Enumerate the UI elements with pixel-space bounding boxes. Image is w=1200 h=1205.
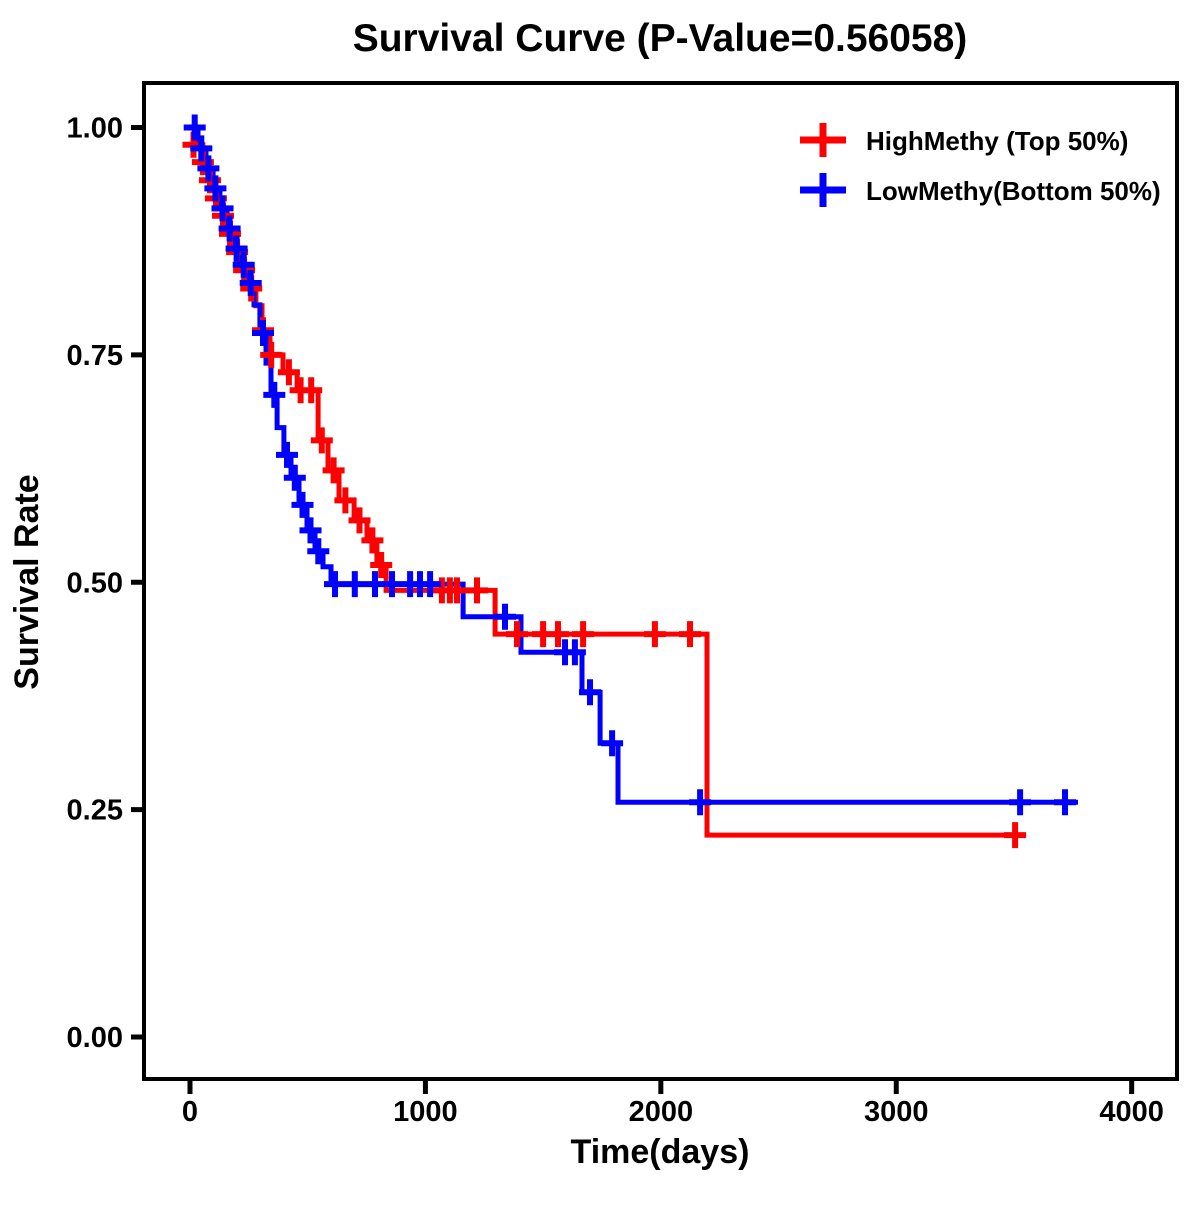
x-tick-label: 3000 [864, 1096, 929, 1128]
plot-frame [142, 81, 1179, 1081]
x-tick-label: 2000 [629, 1096, 694, 1128]
x-tick-label: 1000 [393, 1096, 458, 1128]
y-tick-label: 1.00 [67, 113, 123, 145]
survival-step-curve-highmethy-top-50 [190, 125, 1025, 838]
legend-item-lowmethy: LowMethy(Bottom 50%) [800, 173, 1161, 207]
y-tick-label: 0.75 [67, 340, 123, 372]
legend-label-highmethy: HighMethy (Top 50%) [866, 126, 1128, 156]
y-axis-label: Survival Rate [8, 474, 46, 689]
y-tick-label: 0.00 [67, 1022, 123, 1054]
x-tick-label: 4000 [1099, 1096, 1164, 1128]
y-tick-label: 0.50 [67, 567, 123, 599]
x-axis-label: Time(days) [571, 1133, 750, 1171]
legend: HighMethy (Top 50%) LowMethy(Bottom 50%) [800, 123, 1161, 207]
legend-item-highmethy: HighMethy (Top 50%) [800, 123, 1128, 157]
censor-marks-layer [182, 114, 1076, 849]
y-tick-label: 0.25 [67, 795, 123, 827]
survival-step-curve-lowmethy-bottom-50 [190, 125, 1078, 805]
plus-censor-icon [800, 173, 846, 207]
curves-layer [190, 125, 1078, 838]
x-tick-label: 0 [182, 1096, 198, 1128]
censor-marks-lowmethy-bottom-50 [183, 114, 1076, 816]
legend-label-lowmethy: LowMethy(Bottom 50%) [866, 176, 1161, 206]
plus-censor-icon [800, 123, 846, 157]
axis-ticks-layer: 0 1000 2000 3000 4000 0.00 0.25 0.50 0.75 1.00 [67, 113, 1164, 1129]
chart-title: Survival Curve (P-Value=0.56058) [353, 17, 968, 60]
